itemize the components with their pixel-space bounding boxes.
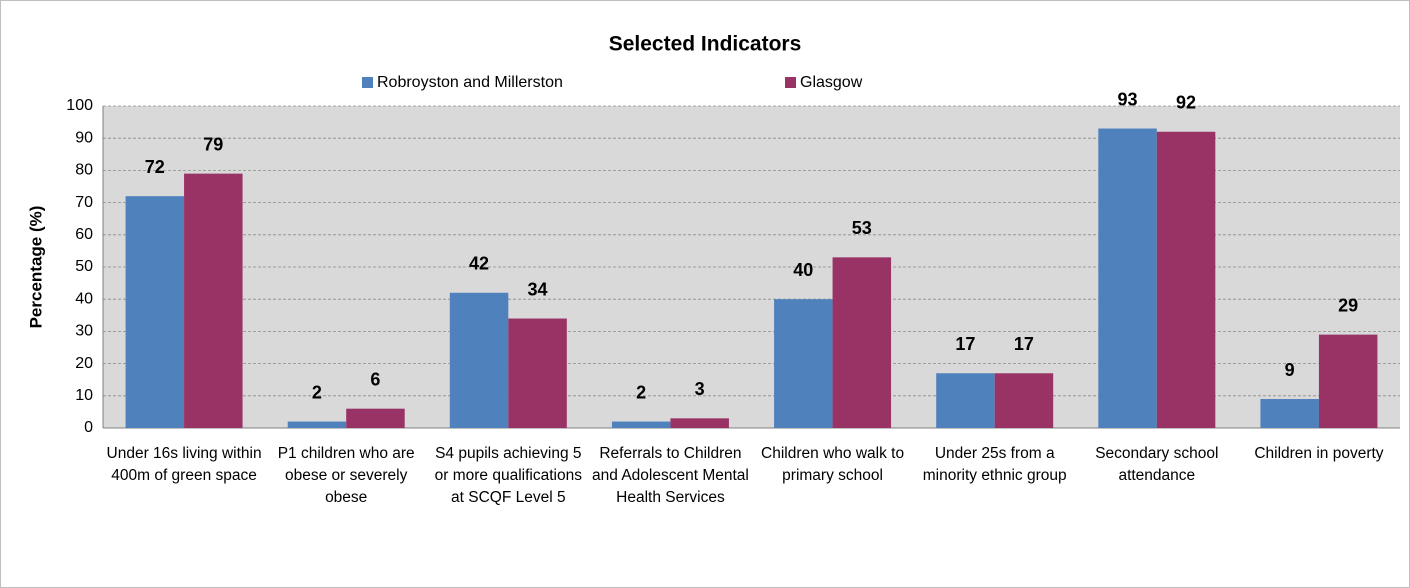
x-tick-label: S4 pupils achieving 5 or more qualificat…	[434, 445, 582, 506]
data-label: 34	[528, 279, 548, 299]
bar	[994, 373, 1054, 428]
data-label: 2	[636, 382, 646, 402]
y-tick-label: 0	[84, 419, 93, 436]
x-tick-label: Referrals to Children and Adolescent Men…	[592, 445, 749, 506]
data-label: 92	[1176, 93, 1196, 113]
x-tick-label: Under 16s living within 400m of green sp…	[106, 445, 262, 484]
bar	[508, 318, 567, 428]
bar	[1260, 399, 1319, 428]
y-axis-label: Percentage (%)	[26, 206, 45, 329]
x-tick-label: Under 25s from a minority ethnic group	[922, 445, 1067, 484]
x-tick-label: Children in poverty	[1254, 445, 1384, 462]
data-label: 6	[370, 369, 380, 389]
data-label: 42	[469, 254, 489, 274]
data-label: 40	[793, 260, 813, 280]
y-tick-label: 40	[75, 290, 93, 307]
bar	[1318, 334, 1378, 428]
legend-label: Robroyston and Millerston	[377, 74, 563, 91]
data-label: 17	[955, 334, 975, 354]
y-tick-label: 10	[75, 387, 93, 404]
bar	[611, 421, 671, 428]
x-tick-label: P1 children who are obese or severely ob…	[277, 445, 415, 506]
bar	[670, 418, 729, 428]
x-tick-label: Secondary school attendance	[1095, 445, 1219, 484]
y-tick-label: 70	[75, 194, 93, 211]
data-label: 53	[852, 218, 872, 238]
y-tick-label: 90	[75, 129, 93, 146]
y-tick-label: 30	[75, 323, 93, 340]
legend-swatch	[785, 77, 796, 88]
bar	[346, 408, 405, 428]
bar	[287, 421, 347, 428]
bar	[184, 173, 243, 428]
legend-label: Glasgow	[800, 74, 863, 91]
data-label: 17	[1014, 334, 1034, 354]
y-tick-label: 100	[66, 97, 93, 114]
data-label: 9	[1285, 360, 1295, 380]
bar	[1156, 131, 1216, 428]
chart-title: Selected Indicators	[609, 33, 802, 56]
data-label: 2	[312, 382, 322, 402]
x-tick-label: Children who walk to primary school	[761, 445, 905, 484]
bar	[936, 373, 995, 428]
y-tick-label: 50	[75, 258, 93, 275]
data-label: 29	[1338, 295, 1358, 315]
bar	[449, 292, 509, 428]
bar	[774, 299, 833, 428]
bar	[1098, 128, 1157, 429]
bar	[125, 196, 185, 428]
y-tick-label: 20	[75, 355, 93, 372]
bar	[832, 257, 892, 428]
legend-swatch	[362, 77, 373, 88]
data-label: 3	[695, 379, 705, 399]
y-tick-label: 60	[75, 226, 93, 243]
y-tick-label: 80	[75, 162, 93, 179]
data-label: 93	[1118, 89, 1138, 109]
data-label: 79	[203, 134, 223, 154]
data-label: 72	[145, 157, 165, 177]
